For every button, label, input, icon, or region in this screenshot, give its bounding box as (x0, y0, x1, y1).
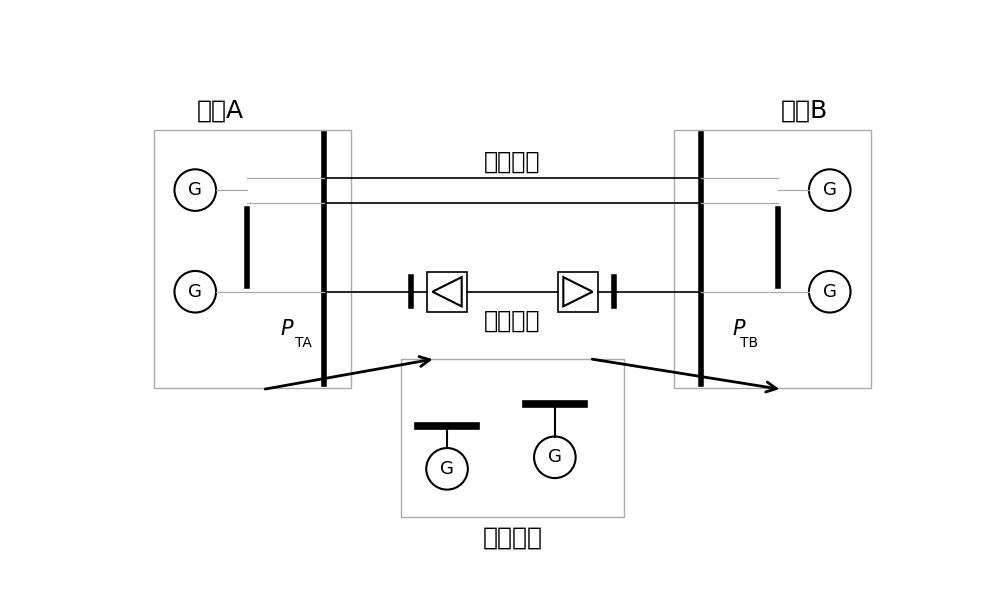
Text: G: G (188, 181, 202, 199)
Bar (674, 130, 871, 388)
Bar (427, 272, 467, 312)
Text: G: G (440, 460, 454, 478)
Text: G: G (823, 283, 837, 301)
Text: 其他区域: 其他区域 (482, 526, 542, 550)
Text: P: P (280, 319, 293, 339)
Text: P: P (732, 319, 745, 339)
Text: TB: TB (740, 336, 758, 350)
Bar (558, 272, 598, 312)
Text: 区域A: 区域A (197, 98, 244, 122)
Bar (401, 359, 624, 517)
Text: 交流线路: 交流线路 (484, 150, 541, 173)
Text: 区域B: 区域B (781, 98, 828, 122)
Text: 直流线路: 直流线路 (484, 309, 541, 333)
Text: G: G (548, 448, 562, 466)
Text: TA: TA (295, 336, 311, 350)
Text: G: G (823, 181, 837, 199)
Bar (154, 130, 351, 388)
Text: G: G (188, 283, 202, 301)
